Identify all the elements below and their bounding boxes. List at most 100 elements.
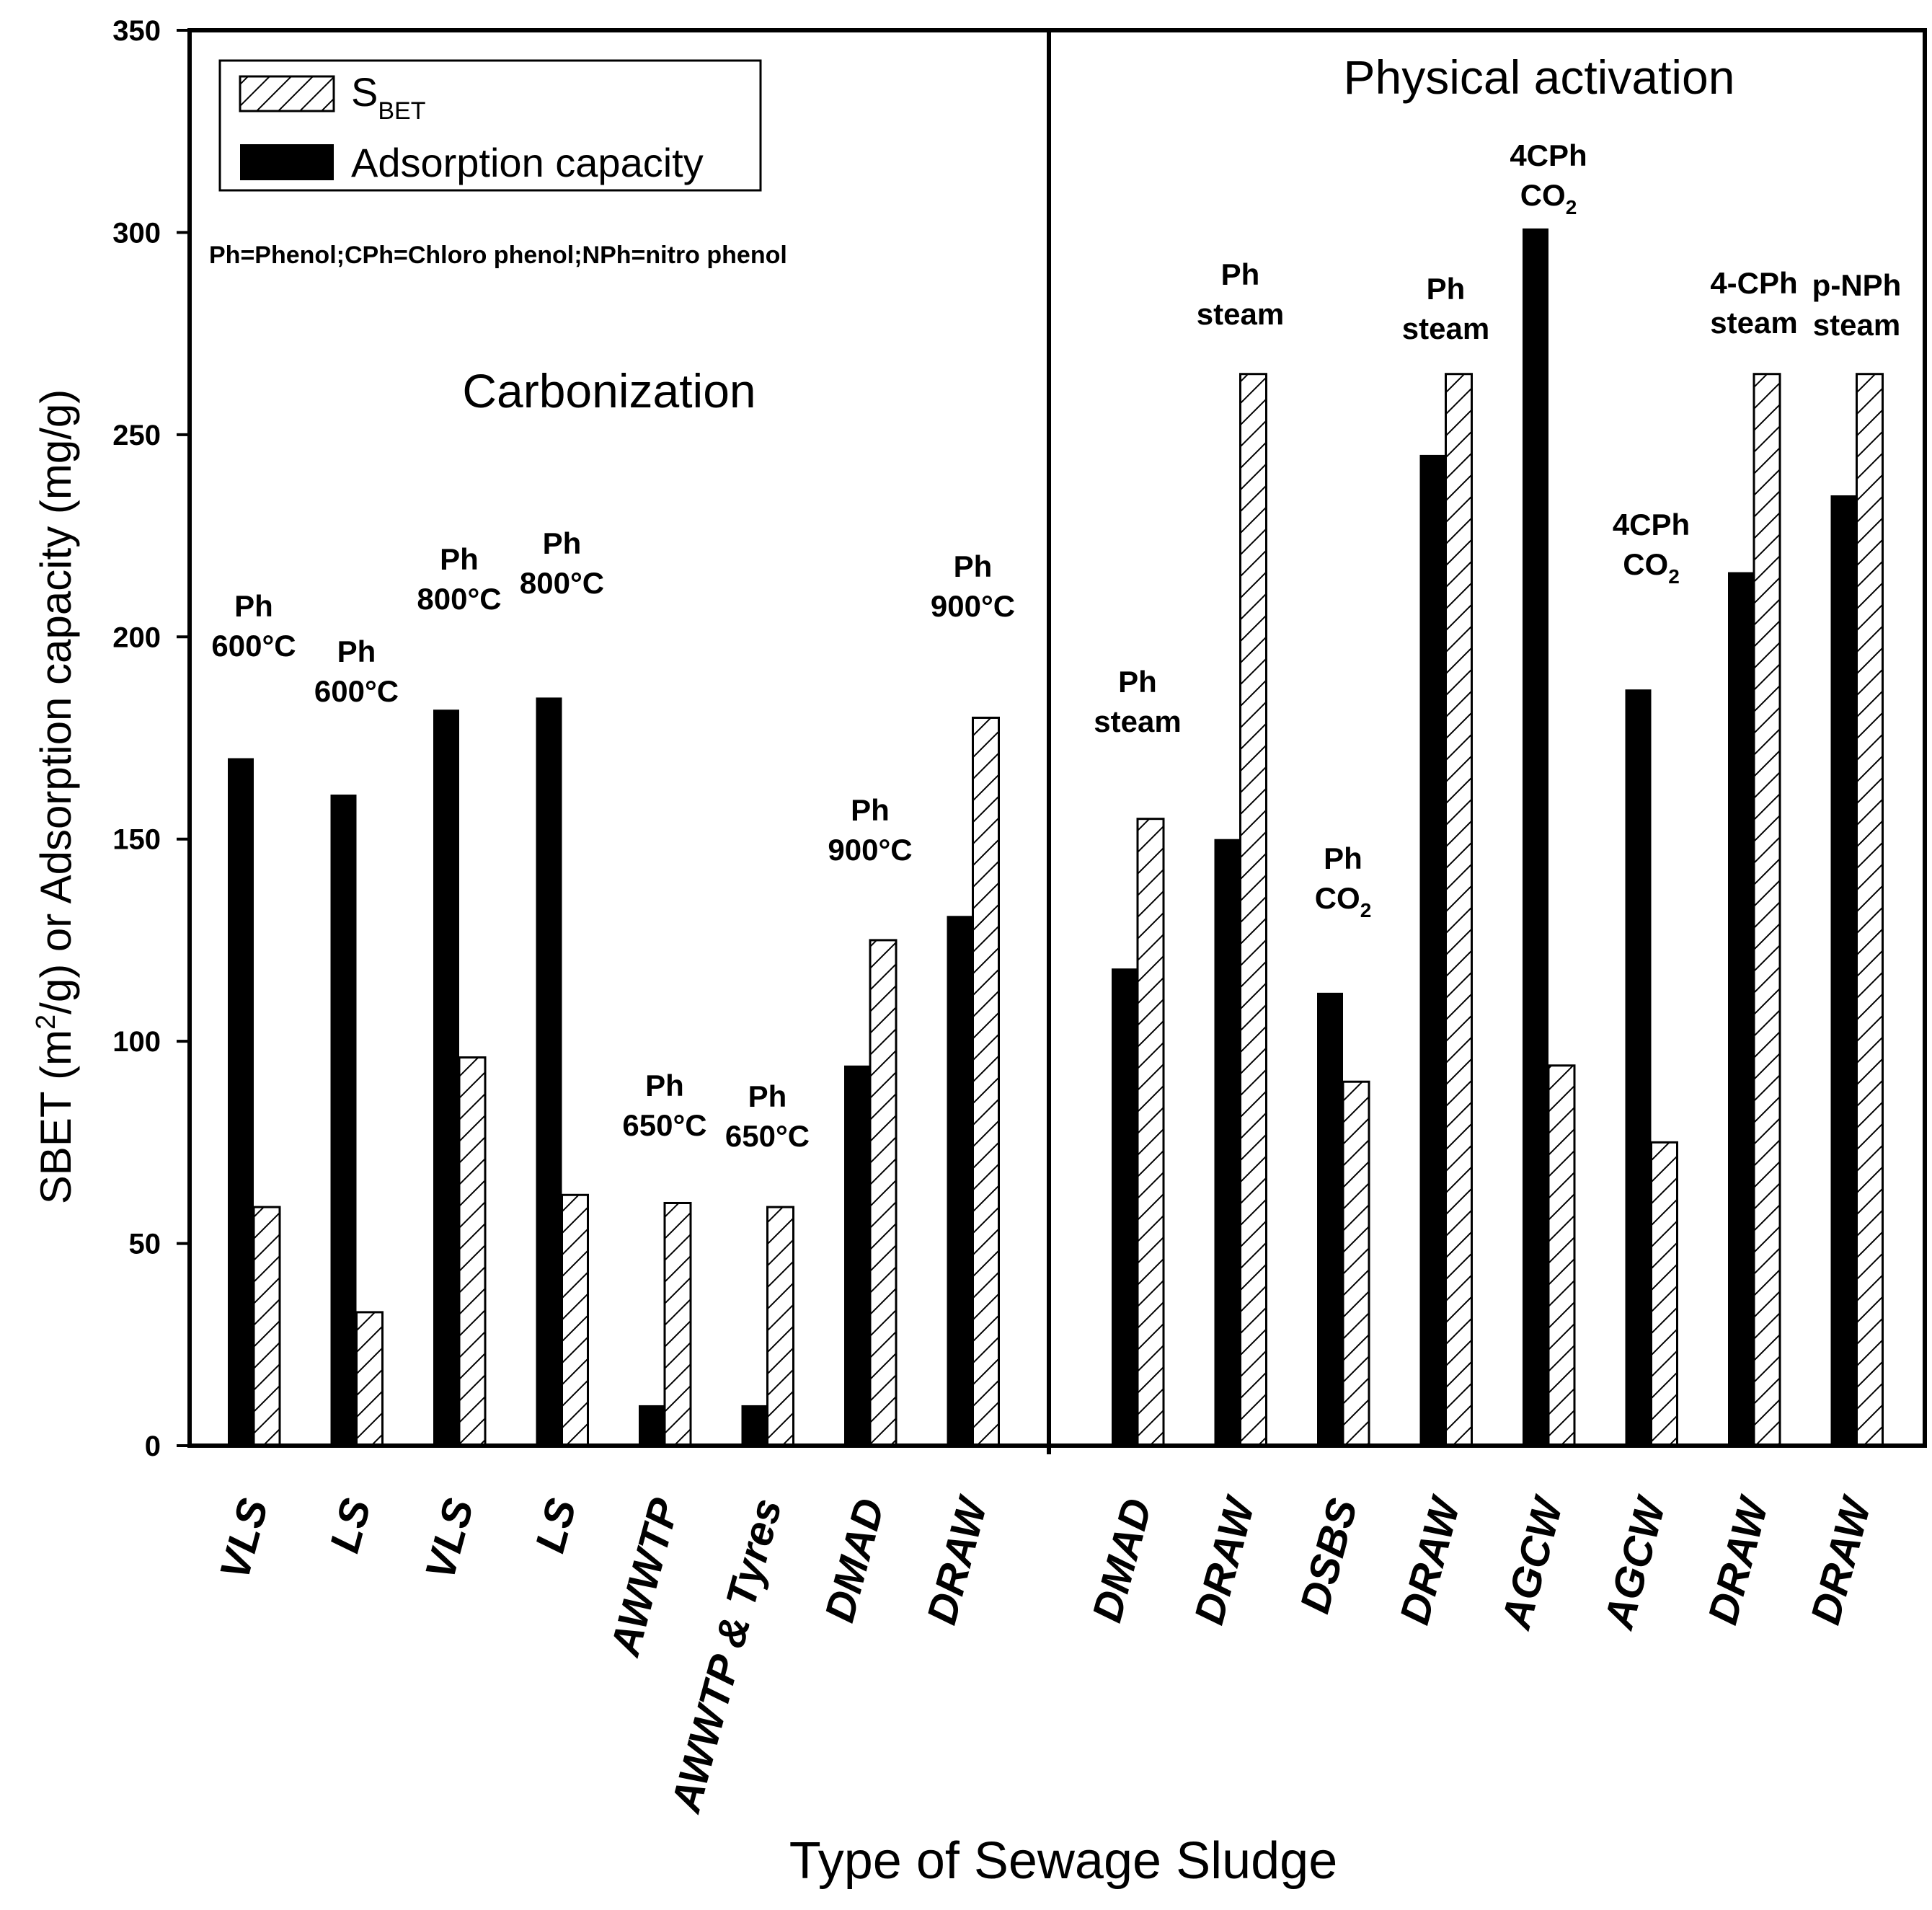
- bar-annotation: Ph: [851, 793, 890, 827]
- bar-annotation: Ph: [645, 1069, 684, 1102]
- bar-adsorption: [947, 916, 973, 1446]
- bar-sbet: [458, 1056, 487, 1447]
- bar-annotation: steam: [1813, 308, 1900, 342]
- bar-sbet: [1136, 818, 1165, 1447]
- bar-annotation: Ph: [1118, 665, 1157, 699]
- y-tick-label: 350: [112, 15, 161, 47]
- x-category-label: DRAW: [918, 1490, 997, 1629]
- bar-annotation: 4CPh: [1510, 138, 1587, 172]
- bar-annotation: 800°C: [520, 566, 604, 600]
- x-category-label: DRAW: [1699, 1490, 1778, 1629]
- bar-sbet: [561, 1193, 589, 1447]
- bar-annotation: Ph: [1427, 272, 1466, 306]
- x-category-label: DRAW: [1185, 1490, 1264, 1629]
- bar-adsorption: [228, 758, 254, 1446]
- x-category-label: VLS: [211, 1493, 278, 1584]
- bar-annotation: Ph: [337, 635, 376, 668]
- bar-adsorption: [1728, 572, 1754, 1446]
- bar-sbet: [1547, 1064, 1576, 1447]
- bar-adsorption: [1112, 968, 1138, 1446]
- y-tick-label: 50: [129, 1229, 161, 1260]
- bar-annotation: steam: [1094, 704, 1181, 738]
- bar-annotation: 650°C: [622, 1108, 706, 1142]
- bar-adsorption: [433, 709, 459, 1446]
- bar-adsorption: [1317, 992, 1343, 1446]
- bar-sbet: [1856, 373, 1884, 1447]
- plot-border: [187, 28, 1927, 1448]
- bar-sbet: [663, 1201, 692, 1447]
- bar-adsorption: [1419, 454, 1446, 1446]
- bar-adsorption: [1625, 689, 1652, 1446]
- x-category-label: DRAW: [1391, 1490, 1470, 1629]
- x-category-label: AGCW: [1595, 1490, 1675, 1635]
- bar-annotation: 800°C: [417, 582, 501, 616]
- bar-annotation: 4-CPh: [1710, 266, 1797, 300]
- abbreviation-note: Ph=Phenol;CPh=Chloro phenol;NPh=nitro ph…: [209, 242, 787, 269]
- x-axis-title: Type of Sewage Sludge: [789, 1832, 1338, 1890]
- legend-swatch-sbet: [239, 75, 335, 112]
- bar-annotation: Ph: [234, 589, 273, 623]
- bar-sbet: [1342, 1080, 1370, 1447]
- bar-annotation: steam: [1402, 311, 1489, 345]
- bar-annotation: Ph: [748, 1079, 787, 1113]
- bar-annotation: Ph: [543, 526, 582, 560]
- bar-annotation: steam: [1197, 297, 1284, 331]
- y-axis: 0 50 100 150 200 250 300 350: [112, 15, 190, 1462]
- legend-swatch-adsorption: [240, 144, 334, 180]
- legend-label-sbet: SBET: [351, 69, 425, 125]
- region-label-carbonization: Carbonization: [462, 364, 755, 417]
- y-tick-label: 0: [145, 1431, 161, 1462]
- bar-sbet: [1752, 373, 1781, 1447]
- bar-sbet: [1445, 373, 1473, 1447]
- bar-sbet: [252, 1206, 281, 1447]
- bar-adsorption: [1523, 228, 1548, 1446]
- bar-adsorption: [1214, 839, 1241, 1446]
- region-label-physical-activation: Physical activation: [1344, 50, 1735, 104]
- x-category-label: DSBS: [1291, 1493, 1367, 1618]
- bar-adsorption: [741, 1405, 768, 1446]
- bar-sbet: [972, 716, 1000, 1447]
- legend: SBET Adsorption capacity: [218, 59, 762, 192]
- y-tick-label: 250: [112, 420, 161, 451]
- y-tick-label: 200: [112, 622, 161, 653]
- bars: [228, 228, 1884, 1447]
- x-category-label: DMAD: [816, 1494, 894, 1627]
- bar-adsorption: [536, 697, 562, 1446]
- x-category-label: VLS: [417, 1493, 483, 1584]
- bar-annotation: CO2: [1520, 178, 1577, 218]
- bar-annotation: 900°C: [828, 833, 912, 867]
- bar-annotation: Ph: [1221, 257, 1260, 291]
- x-category-label: AWWTP: [601, 1493, 688, 1662]
- legend-label-adsorption: Adsorption capacity: [351, 140, 704, 185]
- bar-annotation: steam: [1710, 306, 1797, 340]
- y-tick-label: 300: [112, 217, 161, 249]
- bar-annotation: Ph: [440, 542, 479, 576]
- x-category-label: LS: [526, 1493, 585, 1557]
- x-category-label: DMAD: [1084, 1494, 1161, 1627]
- bar-annotation: 4CPh: [1613, 508, 1690, 541]
- bar-adsorption: [844, 1065, 870, 1446]
- bar-sbet: [1650, 1141, 1678, 1447]
- bar-annotation: Ph: [954, 549, 993, 583]
- bar-sbet: [766, 1206, 794, 1447]
- x-category-label: AWWTP & Tyres: [662, 1494, 791, 1818]
- x-category-label: DRAW: [1802, 1490, 1881, 1629]
- bar-annotation: CO2: [1315, 881, 1372, 921]
- bar-adsorption: [639, 1405, 665, 1446]
- bar-sbet: [869, 939, 898, 1447]
- bar-annotation: 600°C: [211, 629, 296, 663]
- plot-frame: [187, 28, 1927, 1454]
- bar-sbet: [355, 1311, 384, 1447]
- y-axis-title: SBET (m2/g) or Adsorption capacity (mg/g…: [31, 389, 80, 1204]
- y-tick-label: 100: [112, 1026, 161, 1058]
- bar-annotation: CO2: [1623, 547, 1680, 588]
- bar-adsorption: [1830, 495, 1857, 1446]
- bar-annotation: p-NPh: [1812, 268, 1902, 302]
- bar-annotation: 600°C: [314, 674, 399, 708]
- bar-sbet: [1239, 373, 1267, 1447]
- x-category-label: AGCW: [1492, 1490, 1573, 1635]
- bar-annotations: Ph 600°C Ph 600°C Ph 800°C Ph 800°C Ph 650°C Ph 650…: [211, 138, 1901, 1153]
- bar-annotation: 650°C: [725, 1119, 810, 1153]
